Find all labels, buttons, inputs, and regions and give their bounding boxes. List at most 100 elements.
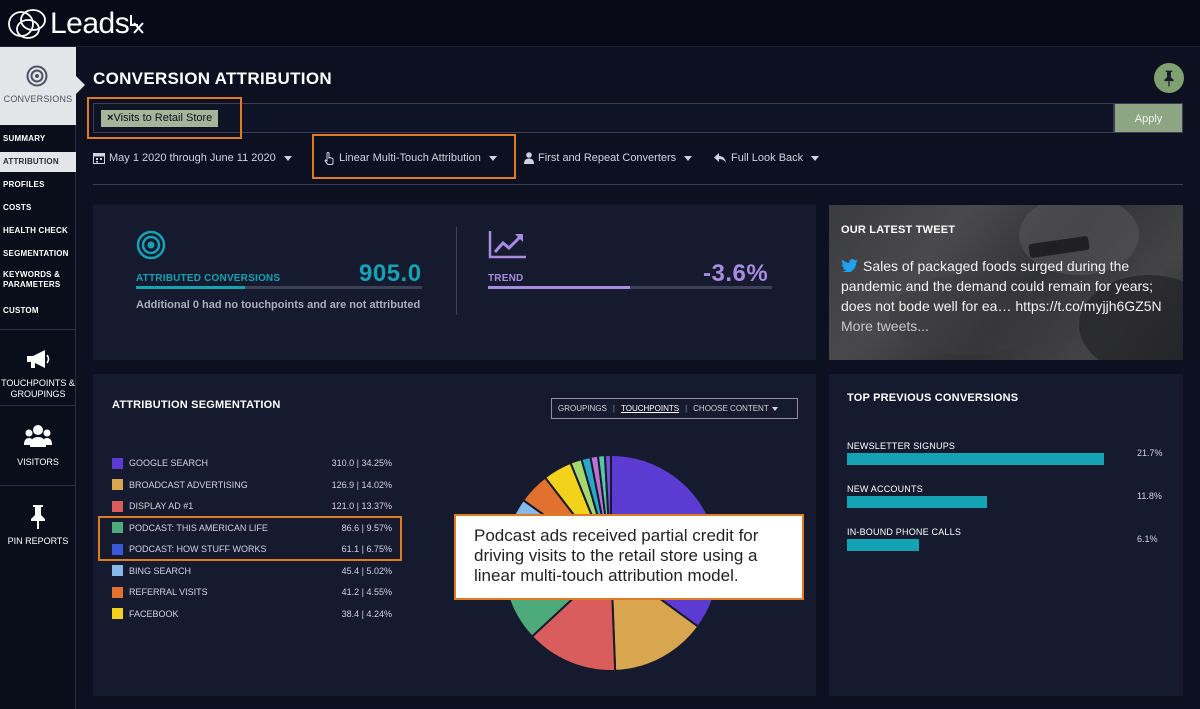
top-previous-bar[interactable] xyxy=(847,496,987,508)
hand-pointer-icon xyxy=(324,151,334,165)
target-icon xyxy=(26,65,48,87)
highlight-box xyxy=(312,134,516,179)
sidebar-item-pin-reports[interactable]: PIN REPORTS xyxy=(0,485,76,565)
legend-item[interactable]: PODCAST: THIS AMERICAN LIFE 86.6 | 9.57% xyxy=(112,522,392,534)
legend-label: BROADCAST ADVERTISING xyxy=(129,479,248,490)
subnav-custom[interactable]: CUSTOM xyxy=(3,306,39,315)
legend-label: DISPLAY AD #1 xyxy=(129,501,194,511)
user-icon xyxy=(524,152,534,164)
legend-label: FACEBOOK xyxy=(129,608,179,619)
filter-chip[interactable]: ×Visits to Retail Store xyxy=(101,110,219,127)
legend-swatch xyxy=(112,608,123,619)
calendar-icon xyxy=(93,153,105,164)
top-previous-conversions-panel xyxy=(829,374,1183,696)
lookback-dropdown[interactable]: Full Look Back xyxy=(714,150,820,166)
sidebar-item-label: VISITORS xyxy=(17,457,59,467)
users-icon xyxy=(24,425,52,447)
subnav-attribution[interactable]: ATTRIBUTION xyxy=(0,152,76,172)
subnav-segmentation[interactable]: SEGMENTATION xyxy=(3,249,69,258)
converters-label: First and Repeat Converters xyxy=(538,152,677,164)
subnav-keywords-parameters[interactable]: KEYWORDS & PARAMETERS xyxy=(3,270,61,289)
trend-chart-icon xyxy=(488,231,526,259)
chip-remove-icon[interactable]: × xyxy=(107,112,114,124)
legend-value: 41.2 | 4.55% xyxy=(341,587,392,597)
top-previous-title: TOP PREVIOUS CONVERSIONS xyxy=(847,392,1019,404)
apply-button[interactable]: Apply xyxy=(1114,103,1183,133)
top-previous-label: NEWSLETTER SIGNUPS xyxy=(847,441,956,451)
legend-value: 121.0 | 13.37% xyxy=(331,501,392,511)
legend-item[interactable]: BING SEARCH 45.4 | 5.02% xyxy=(112,565,392,577)
conversion-filter-input[interactable]: ×Visits to Retail Store xyxy=(93,103,1114,133)
legend-item[interactable]: REFERRAL VISITS 41.2 | 4.55% xyxy=(112,586,392,598)
legend-label: PODCAST: THIS AMERICAN LIFE xyxy=(129,522,268,533)
legend-label: REFERRAL VISITS xyxy=(129,587,208,597)
pushpin-icon xyxy=(31,505,45,529)
legend-swatch xyxy=(112,522,123,533)
legend-item[interactable]: GOOGLE SEARCH 310.0 | 34.25% xyxy=(112,457,392,469)
top-bar: Leads xyxy=(0,0,1200,47)
highlight-box xyxy=(87,97,242,139)
sidebar-item-visitors[interactable]: VISITORS xyxy=(0,405,76,485)
segmentation-toggle: GROUPINGS | TOUCHPOINTS | CHOOSE CONTENT xyxy=(551,398,798,419)
toggle-touchpoints[interactable]: TOUCHPOINTS xyxy=(620,404,680,413)
legend-label: BING SEARCH xyxy=(129,565,192,576)
sidebar-item-label: PIN REPORTS xyxy=(7,536,69,546)
kpi-divider xyxy=(456,227,457,315)
reply-arrow-icon xyxy=(714,152,726,163)
trend-value: -3.6% xyxy=(703,260,769,287)
kpi-panel: ATTRIBUTED CONVERSIONS 905.0 Additional … xyxy=(93,205,816,360)
date-range-dropdown[interactable]: May 1 2020 through June 11 2020 xyxy=(93,150,292,166)
annotation-callout: Podcast ads received partial credit for … xyxy=(454,514,804,600)
subnav-costs[interactable]: COSTS xyxy=(3,203,32,212)
sidebar-item-touchpoints[interactable]: TOUCHPOINTS & GROUPINGS xyxy=(0,329,76,405)
app-logo[interactable]: Leads xyxy=(6,4,145,44)
converters-dropdown[interactable]: First and Repeat Converters xyxy=(524,150,693,166)
more-tweets-link[interactable]: More tweets... xyxy=(841,318,929,334)
chevron-down-icon xyxy=(811,155,820,161)
legend-value: 310.0 | 34.25% xyxy=(331,458,392,468)
logo-lx-icon xyxy=(130,15,144,34)
subnav-profiles[interactable]: PROFILES xyxy=(3,180,45,189)
chevron-down-icon xyxy=(283,155,292,161)
tweet-text[interactable]: Sales of packaged foods surged during th… xyxy=(841,258,1162,314)
attributed-conversions-label: ATTRIBUTED CONVERSIONS xyxy=(136,273,281,284)
highlight-box xyxy=(98,516,402,561)
top-previous-bar[interactable] xyxy=(847,453,1104,465)
legend-value: 61.1 | 6.75% xyxy=(341,544,392,554)
latest-tweet-panel: OUR LATEST TWEET Sales of packaged foods… xyxy=(829,205,1183,360)
top-previous-bar[interactable] xyxy=(847,539,920,551)
legend-swatch xyxy=(112,457,123,469)
legend-swatch xyxy=(112,586,123,598)
tweet-background-image xyxy=(889,205,1183,360)
logo-rings-icon xyxy=(8,9,46,39)
twitter-bird-icon[interactable] xyxy=(841,259,858,272)
chevron-down-icon xyxy=(771,407,778,411)
legend-item[interactable]: DISPLAY AD #1 121.0 | 13.37% xyxy=(112,500,392,512)
subnav-summary[interactable]: SUMMARY xyxy=(3,134,46,143)
top-previous-percent: 11.8% xyxy=(1137,491,1162,501)
trend-progress-track xyxy=(488,286,772,289)
chip-label: Visits to Retail Store xyxy=(113,112,213,124)
app-name: Leads xyxy=(50,7,130,40)
toggle-choose-content[interactable]: CHOOSE CONTENT xyxy=(693,404,778,413)
legend-item[interactable]: FACEBOOK 38.4 | 4.24% xyxy=(112,608,392,620)
toggle-groupings[interactable]: GROUPINGS xyxy=(558,404,607,413)
sidebar-item-conversions[interactable]: CONVERSIONS xyxy=(0,47,85,125)
legend-value: 38.4 | 4.24% xyxy=(341,608,392,619)
legend-item[interactable]: PODCAST: HOW STUFF WORKS 61.1 | 6.75% xyxy=(112,543,392,555)
attributed-conversions-value: 905.0 xyxy=(359,260,422,287)
chevron-down-icon xyxy=(684,155,693,161)
attributed-note: Additional 0 had no touchpoints and are … xyxy=(136,299,421,311)
attribution-model-dropdown[interactable]: Linear Multi-Touch Attribution xyxy=(323,150,497,166)
trend-label: TREND xyxy=(488,273,524,284)
sidebar: CONVERSIONS SUMMARY ATTRIBUTION PROFILES… xyxy=(0,47,85,709)
legend-item[interactable]: BROADCAST ADVERTISING 126.9 | 14.02% xyxy=(112,479,392,491)
date-range-label: May 1 2020 through June 11 2020 xyxy=(109,152,276,164)
legend-value: 86.6 | 9.57% xyxy=(341,522,392,533)
pin-report-button[interactable] xyxy=(1154,63,1184,93)
trend-progress-fill xyxy=(488,286,630,289)
chevron-down-icon xyxy=(488,155,497,161)
tweet-title: OUR LATEST TWEET xyxy=(841,224,956,236)
target-icon xyxy=(136,230,166,260)
subnav-health-check[interactable]: HEALTH CHECK xyxy=(3,226,68,235)
